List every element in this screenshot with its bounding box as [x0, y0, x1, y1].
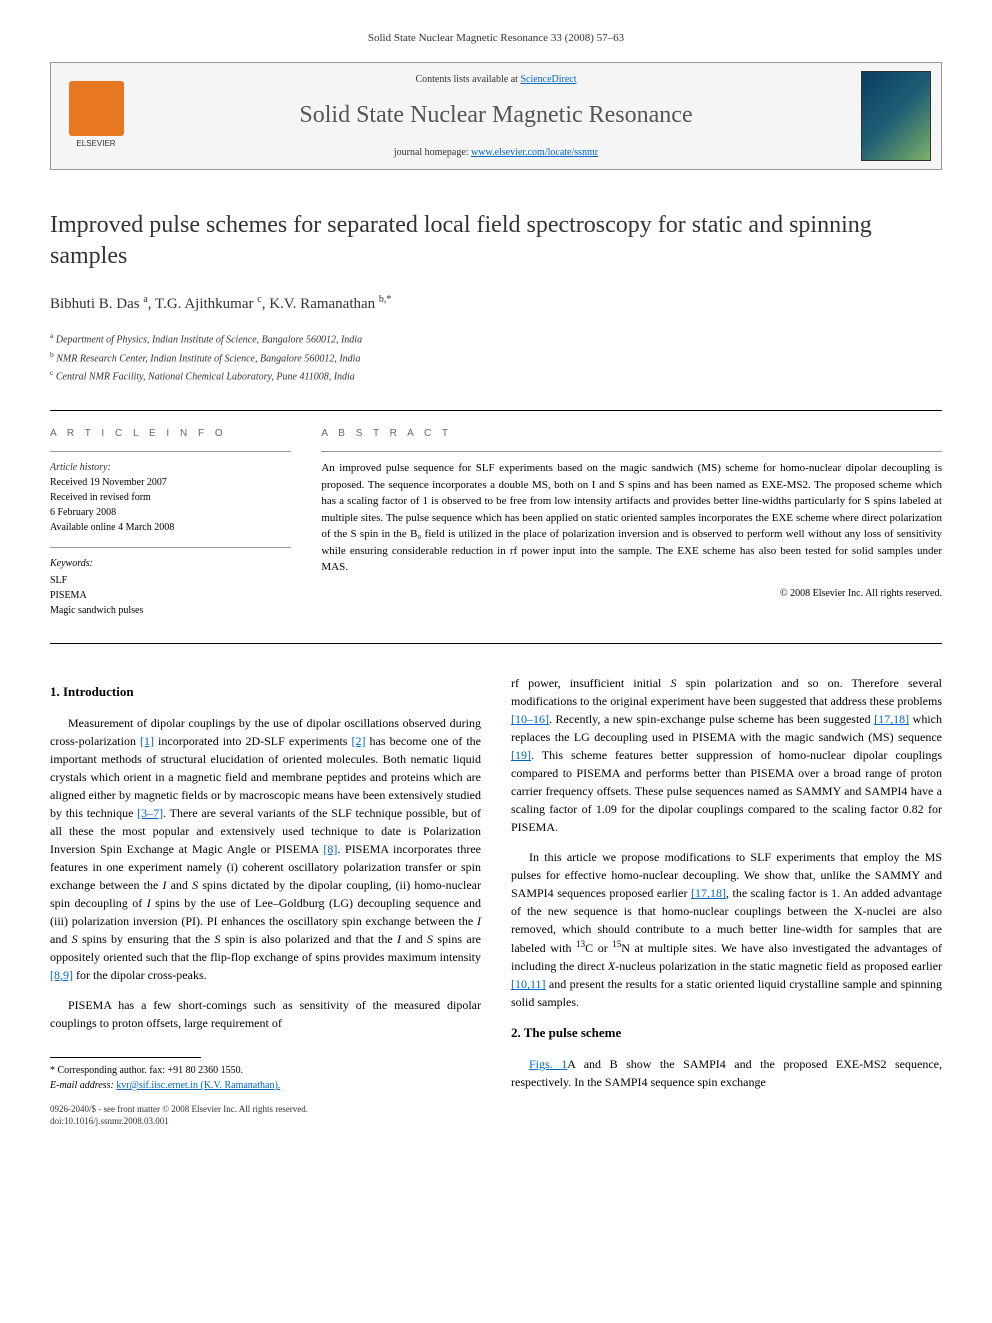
corresponding-author: * Corresponding author. fax: +91 80 2360…	[50, 1063, 481, 1078]
revised-date: 6 February 2008	[50, 505, 291, 520]
keywords-label: Keywords:	[50, 556, 291, 571]
ref-link[interactable]: [17,18]	[691, 886, 726, 900]
intro-para-1: Measurement of dipolar couplings by the …	[50, 714, 481, 984]
online-date: Available online 4 March 2008	[50, 520, 291, 535]
footnote-divider	[50, 1057, 201, 1058]
divider	[50, 410, 942, 411]
footnotes: * Corresponding author. fax: +91 80 2360…	[50, 1063, 481, 1093]
figure-link[interactable]: Figs. 1	[529, 1057, 567, 1071]
keyword: PISEMA	[50, 588, 291, 603]
received-date: Received 19 November 2007	[50, 475, 291, 490]
section-heading-scheme: 2. The pulse scheme	[511, 1023, 942, 1043]
intro-para-2: PISEMA has a few short-comings such as s…	[50, 996, 481, 1032]
keyword: SLF	[50, 573, 291, 588]
homepage-prefix: journal homepage:	[394, 147, 471, 158]
journal-header: ELSEVIER Contents lists available at Sci…	[50, 62, 942, 170]
email-line: E-mail address: kvr@sif.iisc.ernet.in (K…	[50, 1078, 481, 1093]
article-info-heading: A R T I C L E I N F O	[50, 426, 291, 441]
ref-link[interactable]: [8,9]	[50, 968, 73, 982]
journal-reference: Solid State Nuclear Magnetic Resonance 3…	[50, 30, 942, 47]
front-matter: 0926-2040/$ - see front matter © 2008 El…	[50, 1103, 481, 1128]
intro-para-4: In this article we propose modifications…	[511, 848, 942, 1011]
ref-link[interactable]: [3–7]	[137, 806, 163, 820]
journal-name: Solid State Nuclear Magnetic Resonance	[151, 97, 841, 133]
keywords-block: Keywords: SLF PISEMA Magic sandwich puls…	[50, 547, 291, 618]
divider	[50, 643, 942, 644]
affiliation-c: c Central NMR Facility, National Chemica…	[50, 367, 942, 385]
right-column: rf power, insufficient initial S spin po…	[511, 674, 942, 1128]
ref-link[interactable]: [1]	[140, 734, 154, 748]
authors: Bibhuti B. Das a, T.G. Ajithkumar c, K.V…	[50, 292, 942, 316]
keyword: Magic sandwich pulses	[50, 603, 291, 618]
abstract-heading: A B S T R A C T	[321, 426, 942, 441]
ref-link[interactable]: [10–16]	[511, 712, 549, 726]
article-info: A R T I C L E I N F O Article history: R…	[50, 426, 291, 618]
publisher-name: ELSEVIER	[76, 138, 115, 150]
left-column: 1. Introduction Measurement of dipolar c…	[50, 674, 481, 1128]
abstract-text: An improved pulse sequence for SLF exper…	[321, 451, 942, 576]
ref-link[interactable]: [8]	[323, 842, 337, 856]
scheme-para-1: Figs. 1A and B show the SAMPI4 and the p…	[511, 1055, 942, 1091]
publisher-logo: ELSEVIER	[61, 81, 131, 151]
header-center: Contents lists available at ScienceDirec…	[131, 72, 861, 160]
ref-link[interactable]: [10,11]	[511, 977, 546, 991]
elsevier-tree-icon	[69, 81, 124, 136]
issn-line: 0926-2040/$ - see front matter © 2008 El…	[50, 1103, 481, 1116]
affiliation-a: a Department of Physics, Indian Institut…	[50, 330, 942, 348]
journal-cover-thumbnail	[861, 71, 931, 161]
email-link[interactable]: kvr@sif.iisc.ernet.in (K.V. Ramanathan).	[116, 1080, 280, 1091]
section-heading-intro: 1. Introduction	[50, 682, 481, 702]
affiliation-b: b NMR Research Center, Indian Institute …	[50, 349, 942, 367]
body-columns: 1. Introduction Measurement of dipolar c…	[50, 674, 942, 1128]
article-title: Improved pulse schemes for separated loc…	[50, 210, 942, 272]
homepage-link[interactable]: www.elsevier.com/locate/ssnmr	[471, 147, 598, 158]
ref-link[interactable]: [2]	[352, 734, 366, 748]
contents-prefix: Contents lists available at	[415, 74, 520, 85]
info-abstract-row: A R T I C L E I N F O Article history: R…	[50, 426, 942, 618]
intro-para-3: rf power, insufficient initial S spin po…	[511, 674, 942, 836]
abstract-copyright: © 2008 Elsevier Inc. All rights reserved…	[321, 586, 942, 601]
article-history: Article history: Received 19 November 20…	[50, 451, 291, 535]
history-label: Article history:	[50, 460, 291, 475]
ref-link[interactable]: [17,18]	[874, 712, 909, 726]
affiliations: a Department of Physics, Indian Institut…	[50, 330, 942, 385]
journal-homepage: journal homepage: www.elsevier.com/locat…	[151, 145, 841, 160]
abstract-column: A B S T R A C T An improved pulse sequen…	[321, 426, 942, 618]
contents-available: Contents lists available at ScienceDirec…	[151, 72, 841, 87]
revised-label: Received in revised form	[50, 490, 291, 505]
ref-link[interactable]: [19]	[511, 748, 531, 762]
sciencedirect-link[interactable]: ScienceDirect	[520, 74, 576, 85]
doi-line: doi:10.1016/j.ssnmr.2008.03.001	[50, 1115, 481, 1128]
